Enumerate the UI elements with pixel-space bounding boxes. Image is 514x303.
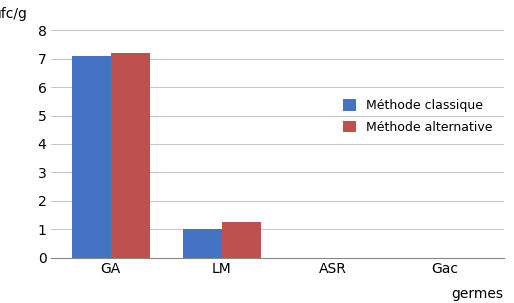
Bar	[183, 229, 222, 258]
Text: germes: germes	[452, 287, 504, 301]
Text: ufc/g: ufc/g	[0, 7, 27, 21]
Bar	[111, 53, 150, 258]
Bar	[222, 222, 261, 258]
Bar	[72, 56, 111, 258]
Legend: Méthode classique, Méthode alternative: Méthode classique, Méthode alternative	[338, 94, 497, 139]
